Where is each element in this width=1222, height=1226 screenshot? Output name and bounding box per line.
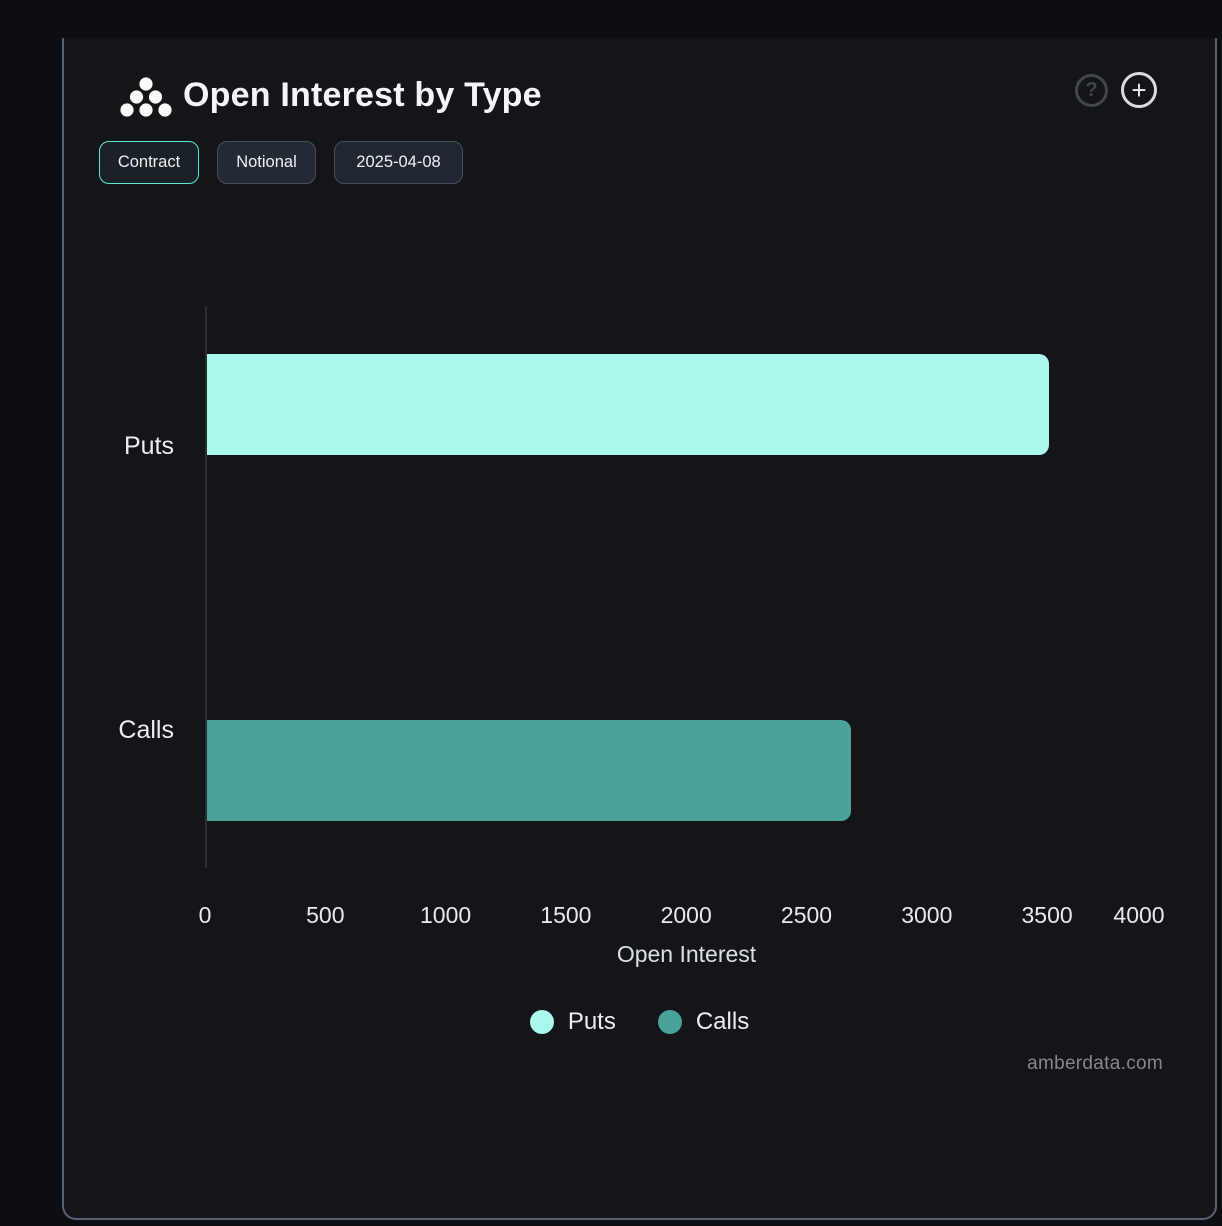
page-title: Open Interest by Type [183, 76, 542, 114]
y-axis-line [205, 306, 207, 868]
add-icon[interactable]: + [1121, 72, 1157, 108]
help-icon[interactable]: ? [1075, 74, 1108, 107]
watermark: amberdata.com [1027, 1053, 1163, 1074]
x-ticks: 0 500 1000 1500 2000 2500 3000 3500 4000 [64, 900, 1215, 930]
x-tick-label: 3000 [901, 902, 953, 928]
notional-toggle-button[interactable]: Notional [217, 141, 316, 184]
y-tick-label-puts: Puts [123, 432, 174, 460]
date-button-label: 2025-04-08 [356, 153, 441, 171]
contract-toggle-button[interactable]: Contract [99, 141, 199, 184]
notional-button-label: Notional [236, 153, 297, 171]
contract-button-label: Contract [117, 153, 181, 171]
x-tick-label: 2000 [660, 902, 712, 928]
legend-item-puts[interactable]: Puts [529, 1008, 616, 1036]
chart-legend: Puts Calls [64, 1008, 1215, 1036]
plus-glyph: + [1131, 75, 1147, 105]
x-tick-label: 1500 [540, 902, 592, 928]
legend-label-puts: Puts [567, 1008, 616, 1035]
x-tick-label: 4000 [1113, 902, 1165, 928]
date-selector-button[interactable]: 2025-04-08 [334, 141, 463, 184]
calls-swatch-icon [657, 1010, 682, 1034]
y-tick-label-calls: Calls [118, 716, 174, 744]
x-tick-label: 2500 [780, 902, 833, 928]
puts-bar[interactable] [207, 354, 1050, 455]
calls-bar[interactable] [207, 720, 851, 821]
x-tick-label: 1000 [420, 902, 472, 928]
x-tick-label: 3500 [1021, 902, 1073, 928]
chart-card: Open Interest by Type ? + Contract Notio… [62, 38, 1217, 1220]
x-axis-title: Open Interest [616, 941, 757, 967]
legend-item-calls[interactable]: Calls [657, 1008, 750, 1036]
legend-label-calls: Calls [695, 1008, 750, 1035]
x-tick-label: 0 [198, 902, 212, 928]
amberdata-logo-icon [120, 77, 172, 117]
x-tick-label: 500 [306, 902, 345, 928]
help-glyph: ? [1085, 79, 1098, 101]
puts-swatch-icon [529, 1010, 554, 1034]
